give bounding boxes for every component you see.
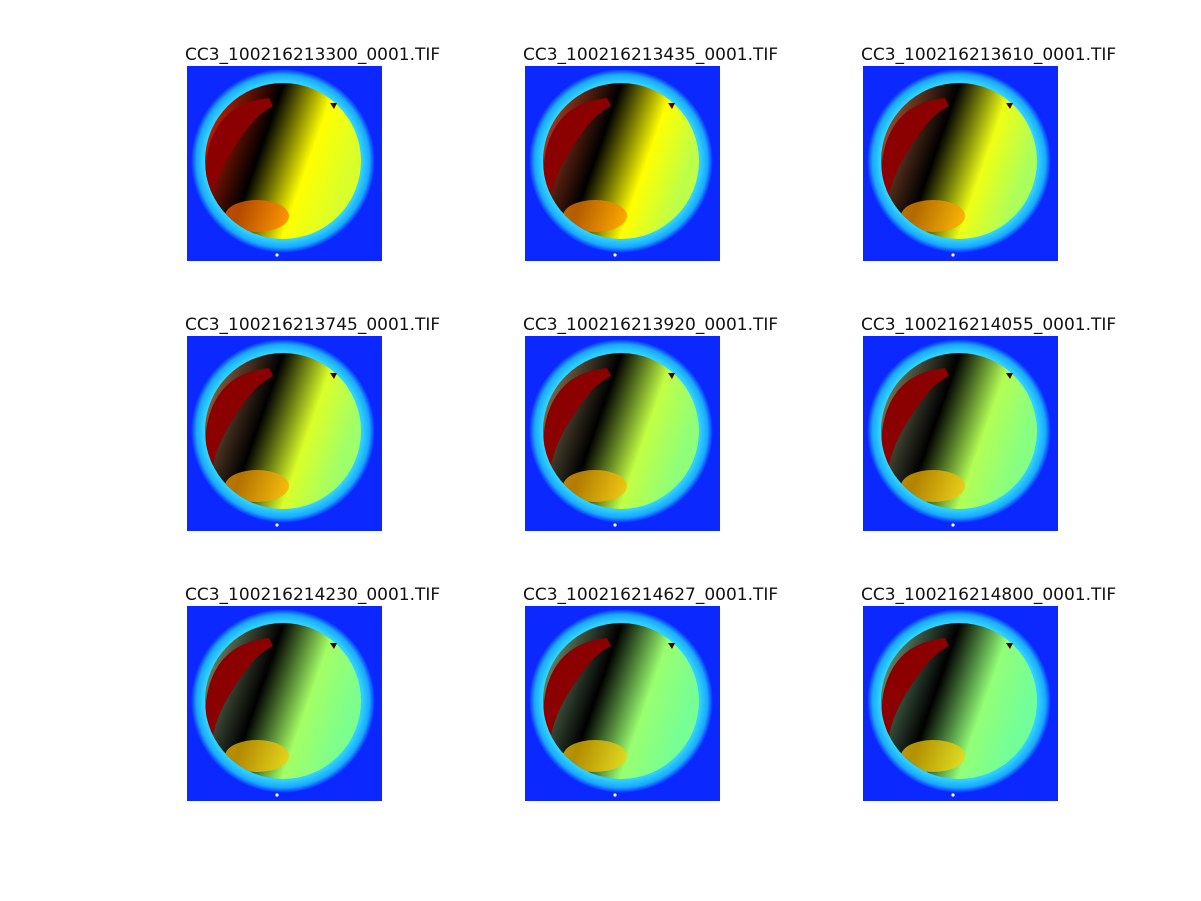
image-panel-6: CC3_100216214055_0001.TIF bbox=[861, 315, 1131, 545]
warm-patch bbox=[225, 470, 289, 502]
panel-title: CC3_100216213610_0001.TIF bbox=[861, 45, 1117, 65]
image-panel-9: CC3_100216214800_0001.TIF bbox=[861, 585, 1131, 815]
warm-patch bbox=[901, 740, 965, 772]
image-panel-7: CC3_100216214230_0001.TIF bbox=[185, 585, 455, 815]
image-panel-8: CC3_100216214627_0001.TIF bbox=[523, 585, 793, 815]
marker-icon bbox=[668, 373, 675, 379]
sky-image bbox=[187, 66, 382, 261]
sun-occluder bbox=[881, 638, 949, 736]
image-panel-4: CC3_100216213745_0001.TIF bbox=[185, 315, 455, 545]
bottom-marker bbox=[275, 523, 279, 527]
bottom-marker bbox=[613, 523, 617, 527]
sun-occluder bbox=[205, 368, 273, 466]
image-panel-5: CC3_100216213920_0001.TIF bbox=[523, 315, 793, 545]
panel-title: CC3_100216214055_0001.TIF bbox=[861, 315, 1117, 335]
sky-image bbox=[187, 606, 382, 801]
marker-icon bbox=[1006, 103, 1013, 109]
panel-title: CC3_100216213435_0001.TIF bbox=[523, 45, 779, 65]
warm-patch bbox=[563, 740, 627, 772]
marker-icon bbox=[330, 373, 337, 379]
warm-patch bbox=[225, 740, 289, 772]
warm-patch bbox=[563, 470, 627, 502]
sun-occluder bbox=[543, 638, 611, 736]
sky-image bbox=[187, 336, 382, 531]
marker-icon bbox=[330, 643, 337, 649]
sun-occluder bbox=[881, 368, 949, 466]
bottom-marker bbox=[613, 793, 617, 797]
panel-title: CC3_100216214800_0001.TIF bbox=[861, 585, 1117, 605]
image-panel-2: CC3_100216213435_0001.TIF bbox=[523, 45, 793, 275]
bottom-marker bbox=[951, 253, 955, 257]
panel-title: CC3_100216213300_0001.TIF bbox=[185, 45, 441, 65]
warm-patch bbox=[901, 470, 965, 502]
sky-image bbox=[525, 66, 720, 261]
marker-icon bbox=[330, 103, 337, 109]
warm-patch bbox=[225, 200, 289, 232]
image-panel-3: CC3_100216213610_0001.TIF bbox=[861, 45, 1131, 275]
panel-title: CC3_100216213920_0001.TIF bbox=[523, 315, 779, 335]
sun-occluder bbox=[205, 98, 273, 196]
sky-image bbox=[525, 336, 720, 531]
sun-occluder bbox=[205, 638, 273, 736]
sun-occluder bbox=[543, 98, 611, 196]
sky-image bbox=[863, 606, 1058, 801]
bottom-marker bbox=[951, 793, 955, 797]
panel-title: CC3_100216214230_0001.TIF bbox=[185, 585, 441, 605]
bottom-marker bbox=[275, 793, 279, 797]
marker-icon bbox=[1006, 643, 1013, 649]
bottom-marker bbox=[613, 253, 617, 257]
marker-icon bbox=[668, 103, 675, 109]
marker-icon bbox=[1006, 373, 1013, 379]
panel-title: CC3_100216214627_0001.TIF bbox=[523, 585, 779, 605]
marker-icon bbox=[668, 643, 675, 649]
panel-title: CC3_100216213745_0001.TIF bbox=[185, 315, 441, 335]
warm-patch bbox=[563, 200, 627, 232]
sun-occluder bbox=[543, 368, 611, 466]
bottom-marker bbox=[275, 253, 279, 257]
bottom-marker bbox=[951, 523, 955, 527]
sky-image bbox=[863, 336, 1058, 531]
sun-occluder bbox=[881, 98, 949, 196]
image-panel-1: CC3_100216213300_0001.TIF bbox=[185, 45, 455, 275]
sky-image bbox=[863, 66, 1058, 261]
warm-patch bbox=[901, 200, 965, 232]
sky-image bbox=[525, 606, 720, 801]
